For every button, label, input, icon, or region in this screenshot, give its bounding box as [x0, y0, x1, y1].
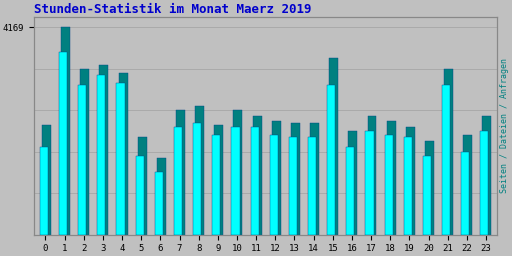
Bar [231, 127, 240, 234]
Bar [404, 137, 412, 234]
Bar [310, 123, 319, 234]
Bar [119, 73, 127, 234]
Bar [157, 158, 166, 234]
Bar [270, 135, 278, 234]
Bar [212, 135, 220, 234]
Bar [329, 58, 338, 234]
Bar [193, 123, 201, 234]
Bar [61, 27, 70, 234]
Bar [444, 69, 453, 234]
Bar [423, 156, 431, 234]
Bar [385, 135, 393, 234]
Bar [348, 131, 357, 234]
Bar [368, 116, 376, 234]
Bar [117, 83, 124, 234]
Bar [155, 172, 163, 234]
Bar [291, 123, 300, 234]
Bar [366, 131, 374, 234]
Bar [42, 125, 51, 234]
Y-axis label: Seiten / Dateien / Anfragen: Seiten / Dateien / Anfragen [500, 58, 509, 193]
Bar [327, 85, 335, 234]
Bar [174, 127, 182, 234]
Bar [272, 121, 281, 234]
Bar [176, 110, 185, 234]
Bar [346, 147, 354, 234]
Bar [308, 137, 316, 234]
Bar [442, 85, 450, 234]
Bar [482, 116, 492, 234]
Bar [136, 156, 144, 234]
Bar [80, 69, 89, 234]
Bar [195, 106, 204, 234]
Bar [406, 127, 415, 234]
Bar [252, 116, 262, 234]
Bar [138, 137, 146, 234]
Bar [40, 147, 48, 234]
Bar [387, 121, 396, 234]
Bar [480, 131, 488, 234]
Bar [425, 141, 434, 234]
Bar [289, 137, 297, 234]
Bar [99, 65, 109, 234]
Bar [59, 52, 67, 234]
Bar [250, 127, 259, 234]
Bar [461, 152, 470, 234]
Text: Stunden-Statistik im Monat Maerz 2019: Stunden-Statistik im Monat Maerz 2019 [34, 3, 311, 16]
Bar [215, 125, 223, 234]
Bar [78, 85, 87, 234]
Bar [233, 110, 242, 234]
Bar [97, 75, 105, 234]
Bar [463, 135, 472, 234]
